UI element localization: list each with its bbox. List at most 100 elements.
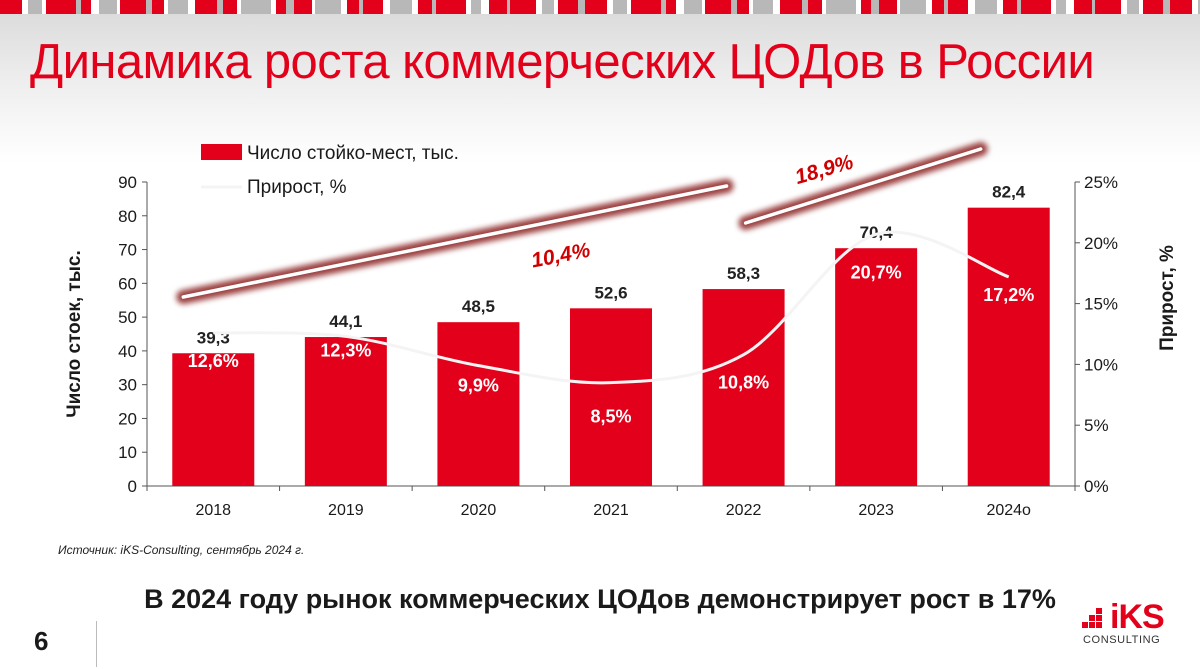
bar-value-label: 82,4 [992, 183, 1026, 202]
y2-tick-label: 20% [1084, 234, 1118, 253]
stripe [1139, 0, 1143, 14]
stripe [99, 0, 117, 14]
stripe [1170, 0, 1192, 14]
bar [967, 207, 1050, 486]
stripe [312, 0, 315, 14]
stripe [1051, 0, 1056, 14]
stripe [558, 0, 578, 14]
stripe [383, 0, 390, 14]
growth-value-label: 12,6% [188, 351, 239, 371]
logo-subtitle: CONSULTING [1083, 634, 1161, 646]
stripe [879, 0, 897, 14]
stripe [676, 0, 684, 14]
y-tick-label: 20 [118, 409, 137, 428]
stripe [897, 0, 900, 14]
x-tick-label: 2018 [195, 502, 231, 519]
logo-text: iKS [1110, 598, 1165, 636]
x-tick-label: 2019 [328, 502, 364, 519]
stripe [286, 0, 294, 14]
stripe [737, 0, 749, 14]
stripe [1192, 0, 1198, 14]
stripe [613, 0, 627, 14]
stripe [412, 0, 418, 14]
stripe [871, 0, 879, 14]
stripe [585, 0, 607, 14]
stripe [0, 0, 22, 14]
stripe [926, 0, 932, 14]
stripe [856, 0, 861, 14]
stripe [900, 0, 926, 14]
stripe [627, 0, 631, 14]
stripe [731, 0, 737, 14]
y-tick-label: 70 [118, 241, 137, 260]
stripe [168, 0, 188, 14]
stripe [1021, 0, 1051, 14]
bar [702, 289, 785, 486]
trend-line-2018-2022 [181, 184, 729, 299]
bar [835, 248, 918, 486]
stripe [749, 0, 753, 14]
stripe [120, 0, 146, 14]
stripe [481, 0, 489, 14]
stripe [802, 0, 808, 14]
legend-swatch-bars [201, 144, 242, 160]
stripe [146, 0, 152, 14]
stripe [997, 0, 1003, 14]
stripe [42, 0, 46, 14]
stripe [968, 0, 975, 14]
stripe [780, 0, 802, 14]
stripe [684, 0, 702, 14]
stripe [164, 0, 168, 14]
y-tick-label: 60 [118, 274, 137, 293]
stripe [315, 0, 341, 14]
stripe [28, 0, 42, 14]
logo-mark-icon [1082, 608, 1102, 628]
bar-value-label: 44,1 [329, 312, 362, 331]
stripe [944, 0, 948, 14]
stripe [241, 0, 271, 14]
stripe [607, 0, 613, 14]
x-tick-label: 2024о [986, 502, 1031, 519]
stripe [117, 0, 120, 14]
y-tick-label: 50 [118, 308, 137, 327]
y-tick-label: 90 [118, 173, 137, 192]
stripe [510, 0, 536, 14]
page-number: 6 [34, 626, 49, 656]
y2-tick-label: 10% [1084, 355, 1118, 374]
stripe [390, 0, 412, 14]
stripe [81, 0, 91, 14]
stripe [536, 0, 542, 14]
stripe [489, 0, 507, 14]
source-note: Источник: iKS-Consulting, сентябрь 2024 … [58, 543, 305, 557]
growth-value-label: 20,7% [851, 262, 902, 282]
y-tick-label: 0 [128, 477, 137, 496]
stripe [826, 0, 856, 14]
stripe [276, 0, 286, 14]
stripe [1074, 0, 1092, 14]
stripe [223, 0, 237, 14]
stripe [1121, 0, 1127, 14]
stripe [578, 0, 585, 14]
stripe [363, 0, 383, 14]
bar [437, 322, 520, 486]
bar-value-label: 52,6 [594, 283, 627, 302]
bar-value-label: 48,5 [462, 297, 495, 316]
stripe [1003, 0, 1017, 14]
stripe [188, 0, 195, 14]
stripe [91, 0, 99, 14]
stripe [471, 0, 481, 14]
stripe [195, 0, 217, 14]
stripe [975, 0, 997, 14]
trend-label-2: 18,9% [792, 150, 856, 189]
stripe [948, 0, 968, 14]
y2-tick-label: 15% [1084, 295, 1118, 314]
stripe [542, 0, 554, 14]
stripe [294, 0, 312, 14]
stripe [1092, 0, 1095, 14]
stripe [152, 0, 164, 14]
conclusion-text: В 2024 году рынок коммерческих ЦОДов дем… [144, 584, 1056, 614]
stripe [46, 0, 76, 14]
iks-logo: iKS CONSULTING [1082, 598, 1172, 648]
y2-tick-label: 5% [1084, 416, 1109, 435]
stripe [1095, 0, 1121, 14]
